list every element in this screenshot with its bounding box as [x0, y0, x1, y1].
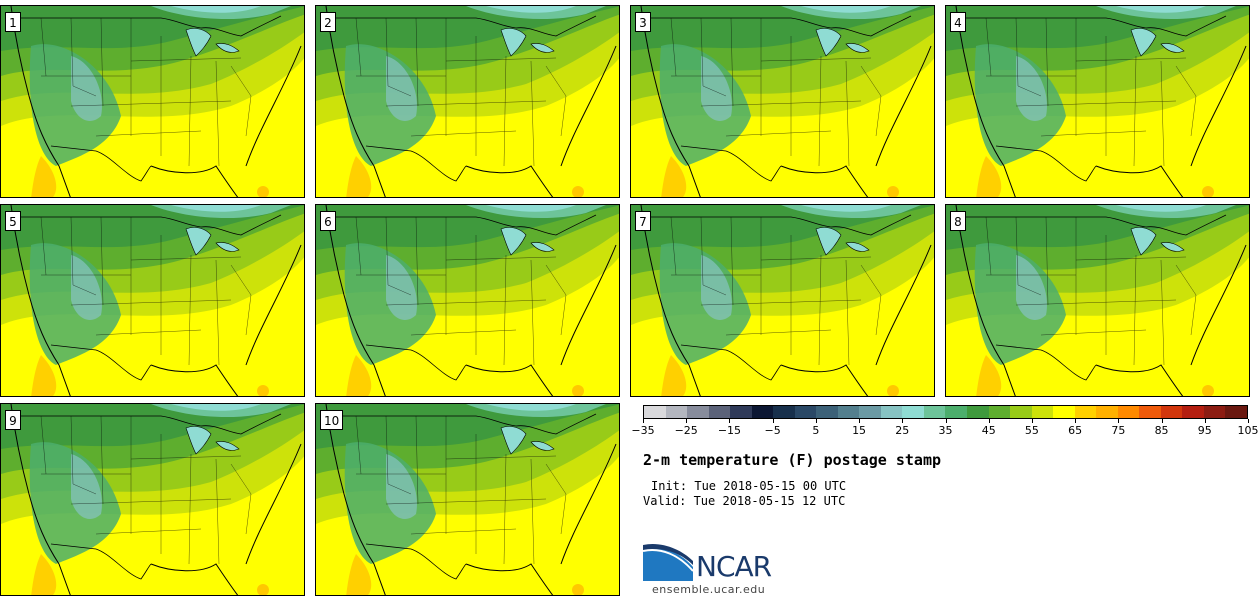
colorbar-bin-1 — [665, 406, 688, 418]
colorbar-bin-21 — [1096, 406, 1118, 418]
colorbar-tick-label: 15 — [852, 424, 867, 437]
colorbar-bin-9 — [837, 406, 860, 418]
map-canvas — [631, 205, 934, 396]
map-panel-7: 7 — [630, 204, 935, 397]
map-canvas — [316, 404, 619, 595]
colorbar-tick-mark — [772, 419, 774, 423]
colorbar-bin-4 — [730, 406, 752, 418]
colorbar-bin-19 — [1053, 406, 1075, 418]
colorbar-tick-label: 45 — [981, 424, 996, 437]
colorbar-bin-17 — [1010, 406, 1032, 418]
colorbar-tick-mark — [815, 419, 817, 423]
colorbar-ticks: −35−25−15−55152535455565758595105115 — [631, 419, 1259, 439]
map-panel-5: 5 — [0, 204, 305, 397]
colorbar-tick-label: 95 — [1197, 424, 1212, 437]
colorbar-bin-8 — [816, 406, 838, 418]
temperature-colorbar — [643, 405, 1248, 419]
colorbar-bin-14 — [945, 406, 967, 418]
map-panel-4: 4 — [945, 5, 1250, 198]
map-canvas — [1, 404, 304, 595]
member-number-label: 7 — [635, 211, 651, 231]
colorbar-tick-label: 55 — [1024, 424, 1039, 437]
valid-time: Valid: Tue 2018-05-15 12 UTC — [643, 494, 846, 508]
colorbar-tick-label: −15 — [717, 424, 742, 437]
colorbar-bin-16 — [988, 406, 1011, 418]
member-number-label: 9 — [5, 410, 21, 430]
member-number-label: 6 — [320, 211, 336, 231]
colorbar-tick-mark — [729, 419, 731, 423]
colorbar-bin-12 — [902, 406, 924, 418]
colorbar-tick-mark — [1075, 419, 1077, 423]
map-panel-1: 1 — [0, 5, 305, 198]
map-panel-8: 8 — [945, 204, 1250, 397]
colorbar-bin-26 — [1203, 406, 1226, 418]
colorbar-tick-mark — [1204, 419, 1206, 423]
member-number-label: 4 — [950, 12, 966, 32]
colorbar-bin-3 — [708, 406, 731, 418]
colorbar-tick-mark — [902, 419, 904, 423]
colorbar-bin-6 — [773, 406, 795, 418]
member-number-label: 8 — [950, 211, 966, 231]
colorbar-tick-label: 65 — [1068, 424, 1083, 437]
map-canvas — [1, 6, 304, 197]
colorbar-tick-mark — [643, 419, 644, 423]
map-canvas — [316, 205, 619, 396]
map-panel-3: 3 — [630, 5, 935, 198]
colorbar-bin-10 — [859, 406, 881, 418]
member-number-label: 1 — [5, 12, 21, 32]
colorbar-tick-mark — [988, 419, 990, 423]
colorbar-tick-mark — [1248, 419, 1249, 423]
colorbar-tick-label: 105 — [1237, 424, 1259, 437]
colorbar-bin-27 — [1225, 406, 1247, 418]
map-panel-10: 10 — [315, 403, 620, 596]
member-number-label: 10 — [320, 410, 344, 430]
colorbar-tick-mark — [1031, 419, 1033, 423]
colorbar-bin-25 — [1182, 406, 1204, 418]
colorbar-tick-label: −25 — [674, 424, 698, 437]
map-canvas — [316, 6, 619, 197]
colorbar-bin-7 — [794, 406, 817, 418]
colorbar-tick-label: 35 — [938, 424, 953, 437]
colorbar-tick-mark — [686, 419, 688, 423]
ncar-swoosh-logo-icon — [643, 541, 693, 581]
colorbar-tick-label: 5 — [812, 424, 820, 437]
colorbar-bin-2 — [687, 406, 709, 418]
ncar-wordmark: NCAR — [696, 550, 772, 583]
colorbar-bin-11 — [880, 406, 903, 418]
member-number-label: 2 — [320, 12, 336, 32]
source-url[interactable]: ensemble.ucar.edu — [652, 583, 766, 596]
colorbar-tick-label: 85 — [1154, 424, 1169, 437]
colorbar-bin-5 — [751, 406, 774, 418]
colorbar-bin-23 — [1139, 406, 1161, 418]
member-number-label: 5 — [5, 211, 21, 231]
colorbar-tick-mark — [1118, 419, 1120, 423]
colorbar-tick-mark — [859, 419, 861, 423]
map-panel-2: 2 — [315, 5, 620, 198]
colorbar-bin-24 — [1160, 406, 1183, 418]
map-canvas — [946, 205, 1249, 396]
map-canvas — [1, 205, 304, 396]
colorbar-tick-mark — [945, 419, 947, 423]
colorbar-tick-label: 75 — [1111, 424, 1126, 437]
colorbar-bin-0 — [644, 406, 666, 418]
colorbar-tick-mark — [1161, 419, 1163, 423]
plot-title: 2-m temperature (F) postage stamp — [643, 451, 942, 469]
colorbar-bin-15 — [966, 406, 989, 418]
map-panel-6: 6 — [315, 204, 620, 397]
colorbar-tick-label: 25 — [895, 424, 910, 437]
map-canvas — [631, 6, 934, 197]
member-number-label: 3 — [635, 12, 651, 32]
init-time: Init: Tue 2018-05-15 00 UTC — [651, 479, 847, 493]
colorbar-bin-20 — [1074, 406, 1097, 418]
colorbar-bin-18 — [1031, 406, 1054, 418]
colorbar-tick-label: −5 — [764, 424, 781, 437]
colorbar-bin-13 — [923, 406, 946, 418]
colorbar-bin-22 — [1117, 406, 1140, 418]
map-canvas — [946, 6, 1249, 197]
colorbar-tick-label: −35 — [631, 424, 655, 437]
map-panel-9: 9 — [0, 403, 305, 596]
